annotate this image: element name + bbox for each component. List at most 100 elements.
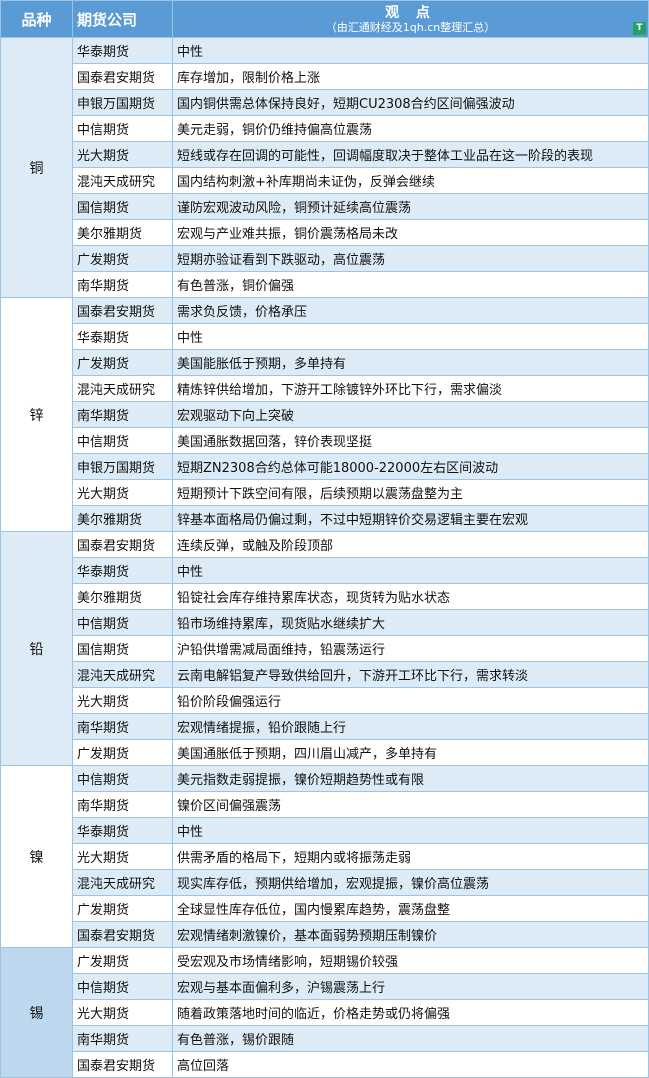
view-cell: 短期预计下跌空间有限，后续预期以震荡盘整为主 <box>172 479 649 506</box>
view-cell: 库存增加，限制价格上涨 <box>172 63 649 90</box>
table-row: 中信期货 宏观与基本面偏利多，沪锡震荡上行 <box>1 973 649 1000</box>
company-cell: 南华期货 <box>72 1025 173 1052</box>
table-row: 锌国泰君安期货 需求负反馈，价格承压 <box>0 297 649 532</box>
table-row: 国泰君安期货 库存增加，限制价格上涨 <box>1 63 649 90</box>
view-cell: 短线或存在回调的可能性，回调幅度取决于整体工业品在这一阶段的表现 <box>172 141 649 168</box>
table-row: 光大期货 铅价阶段偏强运行 <box>1 687 649 714</box>
company-cell: 华泰期货 <box>72 557 173 584</box>
view-cell: 有色普涨，锡价跟随 <box>172 1025 649 1052</box>
table-row: 美尔雅期货 锌基本面格局仍偏过剩，不过中短期锌价交易逻辑主要在宏观 <box>1 505 649 532</box>
view-cell: 中性 <box>172 557 649 584</box>
table-row: 中信期货 铅市场维持累库，现货贴水继续扩大 <box>1 609 649 636</box>
view-cell: 铅市场维持累库，现货贴水继续扩大 <box>172 609 649 636</box>
view-cell: 宏观与产业难共振，铜价震荡格局未改 <box>172 219 649 246</box>
table-row: 混沌天成研究 国内结构刺激+补库期尚未证伪，反弹会继续 <box>1 167 649 194</box>
view-cell: 中性 <box>172 37 649 64</box>
view-cell: 有色普涨，铜价偏强 <box>172 271 649 298</box>
company-cell: 混沌天成研究 <box>72 661 173 688</box>
company-cell: 广发期货 <box>72 895 173 922</box>
table-row: 广发期货 全球显性库存低位，国内慢累库趋势，震荡盘整 <box>1 895 649 922</box>
company-cell: 光大期货 <box>72 141 173 168</box>
company-cell: 广发期货 <box>72 947 173 974</box>
view-cell: 宏观与基本面偏利多，沪锡震荡上行 <box>172 973 649 1000</box>
company-cell: 混沌天成研究 <box>72 869 173 896</box>
company-cell: 广发期货 <box>72 739 173 766</box>
header-company: 期货公司 <box>72 0 173 38</box>
header-variety: 品种 <box>0 0 73 38</box>
table-row: 广发期货 美国通胀低于预期，四川眉山减产，多单持有 <box>1 739 649 766</box>
table-row: 美尔雅期货 铅锭社会库存维持累库状态，现货转为贴水状态 <box>1 583 649 610</box>
table-row: 铅国泰君安期货 连续反弹，或触及阶段顶部 <box>0 531 649 766</box>
variety-cell: 锡 <box>0 947 73 1078</box>
company-cell: 美尔雅期货 <box>72 505 173 532</box>
table-row: 锡广发期货 受宏观及市场情绪影响，短期锡价较强 <box>0 947 649 1078</box>
header-row: 品种 期货公司 观 点 （由汇通财经及1qh.cn整理汇总） T <box>0 0 649 38</box>
company-cell: 美尔雅期货 <box>72 219 173 246</box>
table-row: 混沌天成研究 精炼锌供给增加，下游开工除镀锌外环比下行，需求偏淡 <box>1 375 649 402</box>
company-cell: 华泰期货 <box>72 323 173 350</box>
company-cell: 中信期货 <box>72 973 173 1000</box>
company-cell: 南华期货 <box>72 791 173 818</box>
company-cell: 美尔雅期货 <box>72 583 173 610</box>
view-cell: 宏观情绪刺激镍价，基本面弱势预期压制镍价 <box>172 921 649 948</box>
view-cell: 短期亦验证看到下跌驱动，高位震荡 <box>172 245 649 272</box>
table-row: 混沌天成研究 现实库存低，预期供给增加，宏观提振，镍价高位震荡 <box>1 869 649 896</box>
company-cell: 中信期货 <box>72 115 173 142</box>
company-cell: 国泰君安期货 <box>72 63 173 90</box>
view-cell: 高位回落 <box>172 1051 649 1078</box>
company-cell: 国泰君安期货 <box>72 531 173 558</box>
variety-cell: 镍 <box>0 765 73 948</box>
company-cell: 国信期货 <box>72 193 173 220</box>
company-cell: 混沌天成研究 <box>72 167 173 194</box>
table-row: 光大期货 供需矛盾的格局下，短期内或将振荡走弱 <box>1 843 649 870</box>
table-row: 国信期货 沪铅供增需减局面维持，铅震荡运行 <box>1 635 649 662</box>
view-cell: 供需矛盾的格局下，短期内或将振荡走弱 <box>172 843 649 870</box>
table-row: 广发期货 短期亦验证看到下跌驱动，高位震荡 <box>1 245 649 272</box>
company-cell: 国泰君安期货 <box>72 921 173 948</box>
view-cell: 宏观情绪提振，铅价跟随上行 <box>172 713 649 740</box>
table-row: 中信期货 美元走弱，铜价仍维持偏高位震荡 <box>1 115 649 142</box>
company-cell: 混沌天成研究 <box>72 375 173 402</box>
company-cell: 华泰期货 <box>72 817 173 844</box>
table-row: 南华期货 有色普涨，铜价偏强 <box>1 271 649 298</box>
view-cell: 需求负反馈，价格承压 <box>172 297 649 324</box>
company-cell: 中信期货 <box>72 765 173 792</box>
view-cell: 锌基本面格局仍偏过剩，不过中短期锌价交易逻辑主要在宏观 <box>172 505 649 532</box>
view-cell: 短期ZN2308合约总体可能18000-22000左右区间波动 <box>172 453 649 480</box>
company-cell: 华泰期货 <box>72 37 173 64</box>
company-cell: 申银万国期货 <box>72 89 173 116</box>
company-cell: 光大期货 <box>72 843 173 870</box>
view-cell: 精炼锌供给增加，下游开工除镀锌外环比下行，需求偏淡 <box>172 375 649 402</box>
table-row: 南华期货 宏观驱动下向上突破 <box>1 401 649 428</box>
view-cell: 国内结构刺激+补库期尚未证伪，反弹会继续 <box>172 167 649 194</box>
table-row: 南华期货 宏观情绪提振，铅价跟随上行 <box>1 713 649 740</box>
view-cell: 连续反弹，或触及阶段顶部 <box>172 531 649 558</box>
table-row: 申银万国期货 国内铜供需总体保持良好，短期CU2308合约区间偏强波动 <box>1 89 649 116</box>
company-cell: 广发期货 <box>72 245 173 272</box>
table-row: 华泰期货 中性 <box>1 557 649 584</box>
view-cell: 随着政策落地时间的临近，价格走势或仍将偏强 <box>172 999 649 1026</box>
table-row: 美尔雅期货 宏观与产业难共振，铜价震荡格局未改 <box>1 219 649 246</box>
filter-icon[interactable]: T <box>633 22 646 35</box>
view-title: 观 点 <box>385 4 436 21</box>
company-cell: 南华期货 <box>72 713 173 740</box>
table-row: 混沌天成研究 云南电解铝复产导致供给回升，下游开工环比下行，需求转淡 <box>1 661 649 688</box>
company-cell: 中信期货 <box>72 427 173 454</box>
table-row: 国信期货 谨防宏观波动风险，铜预计延续高位震荡 <box>1 193 649 220</box>
view-cell: 现实库存低，预期供给增加，宏观提振，镍价高位震荡 <box>172 869 649 896</box>
view-cell: 美国能胀低于预期，多单持有 <box>172 349 649 376</box>
table-row: 国泰君安期货 宏观情绪刺激镍价，基本面弱势预期压制镍价 <box>1 921 649 948</box>
variety-cell: 锌 <box>0 297 73 532</box>
company-cell: 广发期货 <box>72 349 173 376</box>
view-cell: 受宏观及市场情绪影响，短期锡价较强 <box>172 947 649 974</box>
view-cell: 中性 <box>172 817 649 844</box>
company-cell: 光大期货 <box>72 687 173 714</box>
company-cell: 申银万国期货 <box>72 453 173 480</box>
table-row: 中信期货 美国通胀数据回落，锌价表现坚挺 <box>1 427 649 454</box>
view-cell: 沪铅供增需减局面维持，铅震荡运行 <box>172 635 649 662</box>
view-subtitle: （由汇通财经及1qh.cn整理汇总） <box>325 20 496 34</box>
company-cell: 中信期货 <box>72 609 173 636</box>
company-cell: 国泰君安期货 <box>72 297 173 324</box>
table-row: 申银万国期货 短期ZN2308合约总体可能18000-22000左右区间波动 <box>1 453 649 480</box>
